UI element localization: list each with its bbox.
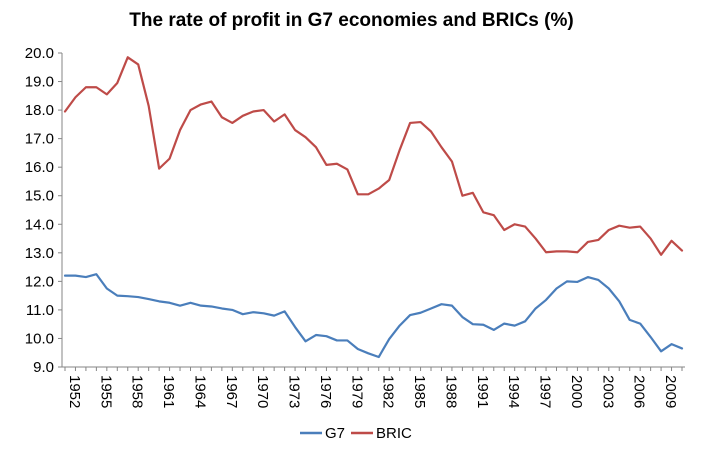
- x-tick-label: 1988: [442, 375, 459, 408]
- y-tick-label: 11.0: [26, 302, 54, 319]
- y-tick-label: 9.0: [33, 359, 54, 376]
- x-tick-label: 1979: [348, 375, 365, 408]
- y-tick-label: 17.0: [25, 131, 54, 148]
- x-tick-label: 1985: [411, 375, 428, 408]
- x-tick-label: 1994: [505, 375, 522, 408]
- x-tick-label: 1967: [223, 375, 240, 408]
- legend-label-bric: BRIC: [376, 425, 412, 442]
- x-tick-label: 1952: [66, 375, 83, 408]
- legend-label-g7: G7: [325, 425, 345, 442]
- chart-title: The rate of profit in G7 economies and B…: [129, 10, 574, 31]
- x-tick-label: 1955: [97, 375, 114, 408]
- series-line-bric: [63, 56, 684, 256]
- y-tick-label: 12.0: [25, 273, 54, 290]
- x-tick-label: 1991: [474, 375, 491, 408]
- x-tick-label: 1964: [191, 375, 208, 408]
- y-tick-label: 18.0: [25, 102, 54, 119]
- x-tick-label: 1973: [286, 375, 303, 408]
- y-tick-label: 14.0: [25, 216, 54, 233]
- y-tick-label: 13.0: [25, 245, 54, 262]
- x-tick-label: 1982: [380, 375, 397, 408]
- y-tick-label: 16.0: [25, 159, 54, 176]
- x-tick-label: 2006: [631, 375, 648, 408]
- x-tick-label: 1976: [317, 375, 334, 408]
- x-tick-label: 2009: [662, 375, 679, 408]
- x-tick-label: 2000: [568, 375, 585, 408]
- x-tick-label: 1961: [160, 375, 177, 408]
- y-tick-label: 20.0: [25, 45, 54, 62]
- y-tick-label: 10.0: [25, 330, 54, 347]
- x-tick-label: 1970: [254, 375, 271, 408]
- y-tick-label: 19.0: [25, 74, 54, 91]
- series-line-g7: [63, 273, 684, 359]
- x-tick-label: 2003: [599, 375, 616, 408]
- x-tick-label: 1997: [537, 375, 554, 408]
- x-tick-label: 1958: [129, 375, 146, 408]
- y-tick-label: 15.0: [25, 188, 54, 205]
